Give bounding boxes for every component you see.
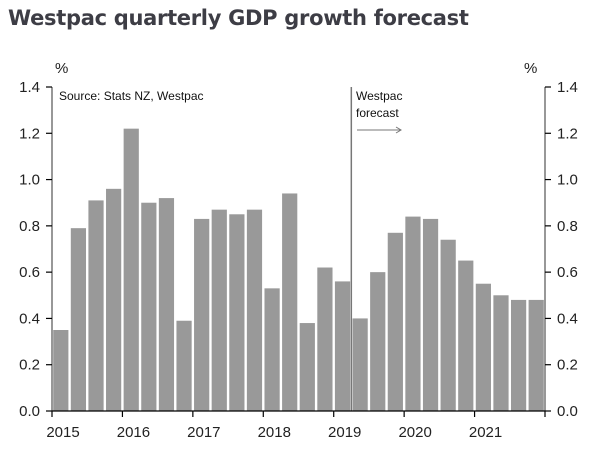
bar-2016Q1 <box>123 128 139 411</box>
bar-2015Q2 <box>70 228 87 411</box>
bar-2016Q3 <box>158 198 175 411</box>
bar-2019Q4 <box>387 232 403 411</box>
left-unit-label: % <box>55 60 68 77</box>
bar-2018Q4 <box>317 267 333 411</box>
left-ytick-label: 0.4 <box>19 310 40 327</box>
xtick-label-2015: 2015 <box>46 424 79 441</box>
right-ytick-label: 0.2 <box>557 357 578 374</box>
xtick-label-2019: 2019 <box>328 424 361 441</box>
bar-2017Q1 <box>194 218 210 411</box>
forecast-label-line1: Westpac <box>356 89 402 103</box>
bar-2018Q2 <box>282 193 298 411</box>
bar-2018Q1 <box>264 288 280 411</box>
bar-2021Q4 <box>528 299 544 411</box>
left-ytick-label: 0.0 <box>19 403 40 420</box>
bar-2015Q1 <box>53 330 69 411</box>
forecast-arrow-icon <box>357 126 402 134</box>
bar-2019Q2 <box>352 318 368 411</box>
bar-2018Q3 <box>299 323 315 411</box>
right-ytick-label: 1.0 <box>557 172 578 189</box>
right-ytick-label: 1.2 <box>557 125 578 142</box>
left-ytick-label: 1.4 <box>19 79 40 96</box>
right-ytick-label: 0.8 <box>557 218 578 235</box>
bar-2021Q1 <box>475 283 491 411</box>
left-ytick-label: 0.6 <box>19 264 40 281</box>
bar-2016Q4 <box>176 320 192 411</box>
right-ytick-label: 0.6 <box>557 264 578 281</box>
left-ytick-label: 1.2 <box>19 125 40 142</box>
bar-2015Q3 <box>88 200 104 411</box>
source-note: Source: Stats NZ, Westpac <box>59 89 204 103</box>
xtick-label-2017: 2017 <box>187 424 220 441</box>
bars <box>53 128 544 411</box>
xtick-label-2018: 2018 <box>258 424 291 441</box>
right-ytick-label: 1.4 <box>557 79 578 96</box>
bar-2020Q1 <box>405 216 421 411</box>
left-ytick-label: 1.0 <box>19 172 40 189</box>
bar-2016Q2 <box>141 202 157 411</box>
right-unit-label: % <box>524 60 537 77</box>
bar-2020Q4 <box>458 260 474 411</box>
bar-2019Q1 <box>334 281 351 411</box>
bar-2017Q2 <box>211 209 227 411</box>
xtick-label-2021: 2021 <box>469 424 502 441</box>
bar-2019Q3 <box>370 272 386 411</box>
right-ytick-label: 0.4 <box>557 310 578 327</box>
bar-2020Q3 <box>440 239 456 411</box>
xtick-label-2020: 2020 <box>398 424 431 441</box>
bar-2015Q4 <box>106 188 122 411</box>
left-ytick-label: 0.2 <box>19 357 40 374</box>
xtick-label-2016: 2016 <box>117 424 150 441</box>
forecast-label-line2: forecast <box>356 106 399 120</box>
bar-2021Q2 <box>493 295 509 411</box>
bar-2020Q2 <box>422 218 439 411</box>
right-ytick-label: 0.0 <box>557 403 578 420</box>
bar-2017Q4 <box>246 209 263 411</box>
bar-2017Q3 <box>229 214 245 411</box>
chart-title: Westpac quarterly GDP growth forecast <box>8 6 469 30</box>
left-ytick-label: 0.8 <box>19 218 40 235</box>
bar-2021Q3 <box>510 299 527 411</box>
